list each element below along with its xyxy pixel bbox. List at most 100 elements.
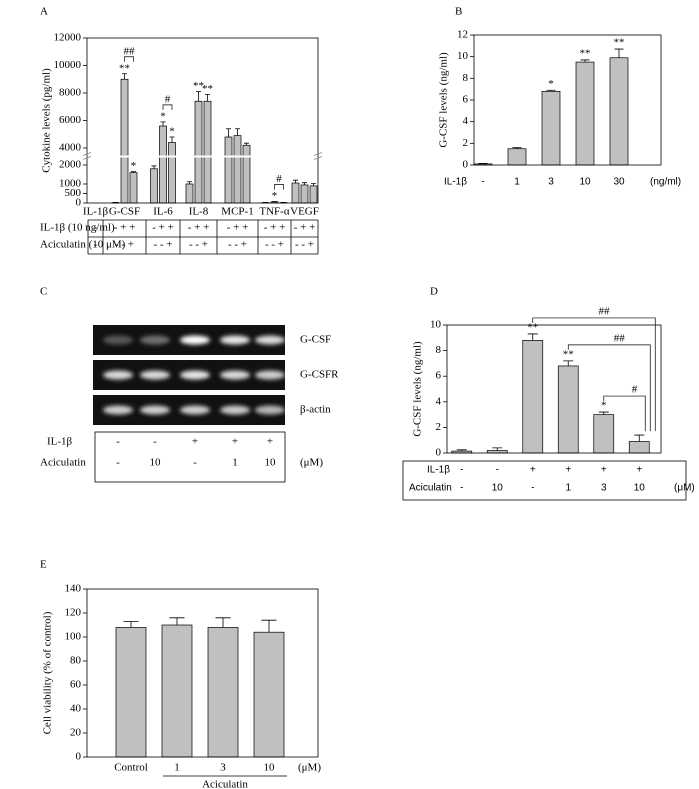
plot-frame xyxy=(86,588,319,758)
y-tick-label: 2 xyxy=(436,421,442,433)
row-cell: - xyxy=(460,483,463,494)
error-bar xyxy=(123,621,139,628)
x-tick-label: IL-1β xyxy=(83,206,109,218)
error-bar xyxy=(546,89,556,92)
panel-label: E xyxy=(40,559,47,571)
bar xyxy=(242,144,251,204)
gel-band xyxy=(220,405,250,415)
bar xyxy=(291,182,300,204)
y-tick-label: 2000 xyxy=(59,159,82,171)
y-tick-label: 6000 xyxy=(59,114,82,126)
treatment-box xyxy=(402,460,687,501)
significance-marker: * xyxy=(131,160,137,172)
y-tick-label: 500 xyxy=(65,187,82,199)
error-bar xyxy=(226,128,231,137)
significance-marker: ** xyxy=(580,47,591,59)
row-cell: - xyxy=(193,457,197,469)
y-tick-label: 10 xyxy=(457,50,469,62)
bar xyxy=(129,172,138,204)
bar xyxy=(522,340,544,454)
bar xyxy=(168,142,176,204)
error-bar xyxy=(456,449,467,452)
significance-marker: ** xyxy=(202,83,213,95)
y-tick-label: 1000 xyxy=(59,178,82,190)
significance-marker: * xyxy=(272,190,278,202)
gel-band xyxy=(180,405,210,415)
y-tick-label: 6 xyxy=(463,94,469,106)
row-cell: - xyxy=(116,457,120,469)
row-cell: - + + xyxy=(114,222,136,234)
error-bar xyxy=(598,411,609,415)
significance-marker: ** xyxy=(193,80,204,92)
row-cell: - + + xyxy=(188,222,210,234)
y-tick-label: 20 xyxy=(70,727,82,739)
row-label: Aciculatin xyxy=(40,457,86,469)
row-cell: 10 xyxy=(492,483,504,494)
row-label: IL-1β xyxy=(47,436,73,448)
gel-band xyxy=(180,335,210,345)
error-bar xyxy=(131,171,136,173)
y-tick-label: 10 xyxy=(430,319,442,331)
bar xyxy=(115,627,147,758)
panel-label: A xyxy=(40,6,48,18)
y-axis-label: G-CSF levels (ng/ml) xyxy=(412,341,424,437)
unit-label: (μM) xyxy=(298,762,321,774)
error-bar xyxy=(122,73,127,80)
gel-band xyxy=(140,335,170,345)
error-bar xyxy=(580,59,590,63)
x-tick-label: 30 xyxy=(613,177,625,188)
error-bar xyxy=(196,91,201,102)
significance-marker: * xyxy=(548,78,554,90)
row-cell: - xyxy=(153,436,157,448)
bracket-label: ## xyxy=(124,45,136,57)
error-bar xyxy=(478,162,488,164)
bracket xyxy=(567,344,651,432)
row-cell: 10 xyxy=(634,483,646,494)
row-cell: 1 xyxy=(565,483,571,494)
bar xyxy=(557,365,579,454)
error-bar xyxy=(205,93,210,102)
row-cell: - xyxy=(94,222,98,234)
row-cell: - xyxy=(94,239,98,251)
y-tick-label: 8 xyxy=(436,344,442,356)
x-tick-label: 1 xyxy=(514,177,520,188)
error-bar xyxy=(235,128,240,136)
x-tick-label: G-CSF xyxy=(109,206,140,218)
y-tick-label: 0 xyxy=(436,447,442,459)
row-cell: - + + xyxy=(294,222,316,234)
bracket-label: # xyxy=(276,173,282,185)
y-tick-label: 120 xyxy=(65,607,82,619)
axis-break-mark xyxy=(82,152,92,160)
panel-label: C xyxy=(40,286,47,298)
gel-band xyxy=(255,335,285,345)
significance-marker: ** xyxy=(119,62,130,74)
x-tick-label: TNF-α xyxy=(259,206,289,218)
row-cell: - - + xyxy=(189,239,208,251)
bar xyxy=(253,631,285,758)
row-cell: - - + xyxy=(228,239,247,251)
x-tick-label: IL-8 xyxy=(189,206,209,218)
gel-band xyxy=(103,405,133,415)
axis-break-mark xyxy=(313,152,323,160)
bar xyxy=(609,57,629,166)
row-cell: - + + xyxy=(264,222,286,234)
significance-marker: ** xyxy=(527,321,538,333)
gel-band xyxy=(220,335,250,345)
y-tick-label: 4 xyxy=(463,115,469,127)
bar xyxy=(575,61,595,166)
group-label: Aciculatin xyxy=(202,779,248,789)
gel-band xyxy=(255,405,285,415)
y-tick-label: 8 xyxy=(463,72,469,84)
band-label: β-actin xyxy=(300,404,331,416)
x-tick-label: IL-6 xyxy=(153,206,173,218)
y-tick-label: 2 xyxy=(463,137,469,149)
row-label: IL-1β xyxy=(427,465,450,476)
bracket xyxy=(603,395,646,432)
panel-label: B xyxy=(455,6,462,18)
error-bar xyxy=(215,617,231,628)
row-cell: - - + xyxy=(265,239,284,251)
bar xyxy=(628,441,650,454)
row-cell: - xyxy=(460,465,463,476)
error-bar xyxy=(512,147,522,149)
x-tick-label: 1 xyxy=(174,762,180,774)
